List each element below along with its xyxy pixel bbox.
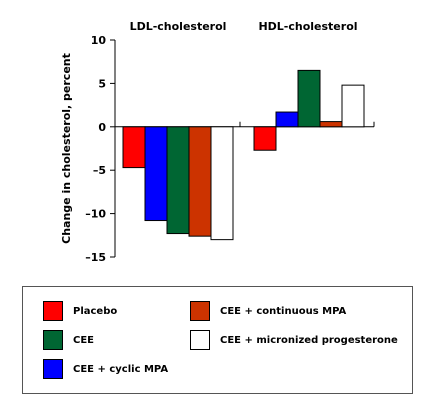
y-tick-label: –15 xyxy=(85,251,106,264)
bar-hdl-cholesterol-cee xyxy=(297,69,321,128)
y-axis-title: Change in cholesterol, percent xyxy=(60,53,73,244)
bar-ldl-cholesterol-placebo xyxy=(122,126,146,169)
y-tick-label: 10 xyxy=(91,34,107,47)
legend-label-cee-continuous-mpa: CEE + continuous MPA xyxy=(220,305,347,317)
bar-hdl-cholesterol-placebo xyxy=(253,126,277,151)
legend-label-cee-cyclic-mpa: CEE + cyclic MPA xyxy=(73,363,169,375)
legend-swatch-cee-micronized-progesterone xyxy=(190,330,210,350)
legend-label-cee-micronized-progesterone: CEE + micronized progesterone xyxy=(220,334,398,346)
legend: Placebo CEE CEE + cyclic MPA CEE + conti… xyxy=(22,286,413,394)
bar-hdl-cholesterol-cee-micronized-progesterone xyxy=(341,84,365,128)
bar-ldl-cholesterol-cee-cyclic-mpa xyxy=(144,126,168,222)
bar-hdl-cholesterol-cee-cyclic-mpa xyxy=(275,111,299,128)
bars xyxy=(122,69,365,241)
bar-ldl-cholesterol-cee xyxy=(166,126,190,235)
legend-item-cee-micronized-progesterone: CEE + micronized progesterone xyxy=(190,330,398,350)
y-tick-label: –10 xyxy=(85,208,106,221)
group-label-ldl-cholesterol: LDL-cholesterol xyxy=(130,20,227,33)
legend-item-placebo: Placebo xyxy=(43,301,117,321)
legend-swatch-cee-continuous-mpa xyxy=(190,301,210,321)
legend-label-cee: CEE xyxy=(73,334,95,346)
y-tick-label: 5 xyxy=(98,77,106,90)
legend-item-cee-cyclic-mpa: CEE + cyclic MPA xyxy=(43,359,168,379)
legend-item-cee: CEE xyxy=(43,330,94,350)
y-tick-label: –5 xyxy=(93,164,106,177)
bar-hdl-cholesterol-cee-continuous-mpa xyxy=(319,121,343,128)
legend-item-cee-continuous-mpa: CEE + continuous MPA xyxy=(190,301,346,321)
legend-swatch-cee-cyclic-mpa xyxy=(43,359,63,379)
y-tick-label: 0 xyxy=(98,121,106,134)
bar-ldl-cholesterol-cee-continuous-mpa xyxy=(188,126,212,237)
labels: 10 5 0 –5 –10 –15 Change in cholesterol, perce… xyxy=(60,20,358,264)
legend-label-placebo: Placebo xyxy=(73,305,118,317)
bar-ldl-cholesterol-cee-micronized-progesterone xyxy=(210,126,234,241)
legend-swatch-cee xyxy=(43,330,63,350)
group-label-hdl-cholesterol: HDL-cholesterol xyxy=(258,20,357,33)
chart: 10 5 0 –5 –10 –15 Change in cholesterol, perce… xyxy=(60,20,375,264)
legend-swatch-placebo xyxy=(43,301,63,321)
